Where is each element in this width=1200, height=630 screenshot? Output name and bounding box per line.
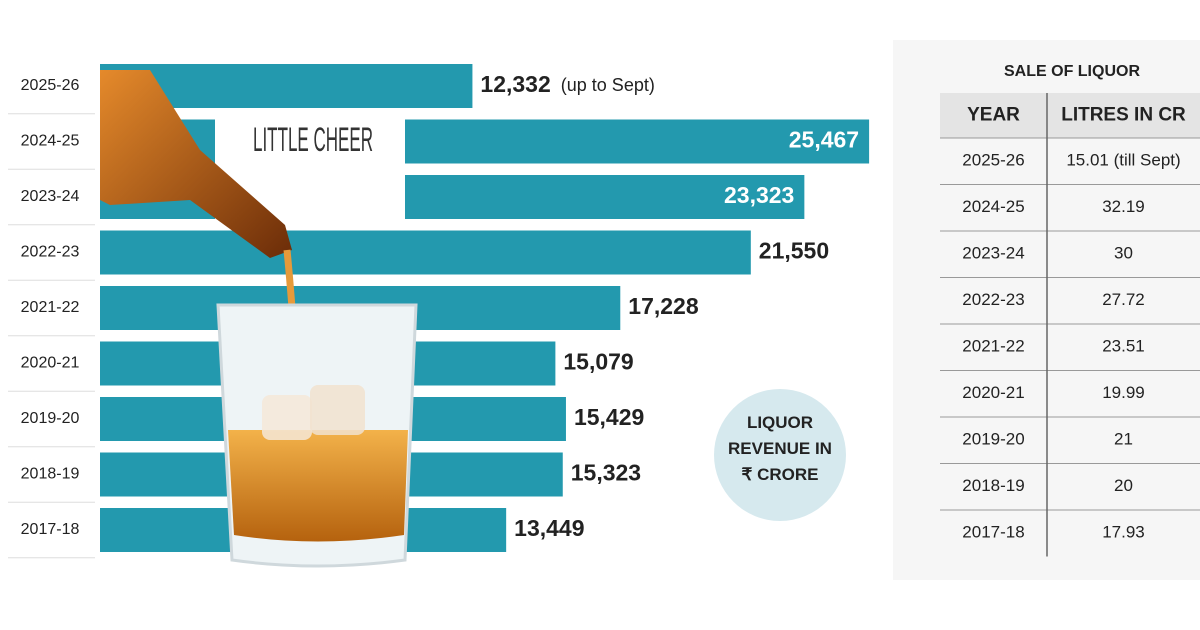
- ice: [310, 385, 365, 435]
- column-header: YEAR: [967, 105, 1020, 126]
- y-tick-label: 2025-26: [21, 77, 80, 94]
- table-cell: 21: [1114, 430, 1133, 449]
- caption-box: LIQUOR REVENUE IN ₹ CRORE: [728, 413, 832, 484]
- y-tick-label: 2019-20: [21, 410, 80, 427]
- y-tick-label: 2018-19: [21, 466, 80, 483]
- value-label: 13,449: [514, 515, 584, 541]
- table-cell: 2020-21: [962, 383, 1024, 402]
- table-cell: 2023-24: [962, 244, 1024, 263]
- y-tick-label: 2023-24: [21, 188, 80, 205]
- bar: [100, 230, 751, 275]
- table-cell: 30: [1114, 244, 1133, 263]
- annotation: (up to Sept): [561, 75, 655, 95]
- y-tick-label: 2017-18: [21, 521, 80, 538]
- table-cell: 20: [1114, 476, 1133, 495]
- table-cell: 2024-25: [962, 197, 1024, 216]
- table-cell: 32.19: [1102, 197, 1145, 216]
- drink: [228, 430, 408, 542]
- y-tick-label: 2024-25: [21, 133, 80, 150]
- caption-circle: [714, 389, 846, 521]
- value-label: 25,467: [789, 127, 859, 153]
- chart-title: LITTLE CHEER: [253, 121, 373, 159]
- illustration: LITTLE CHEER: [100, 70, 418, 568]
- value-label: 15,323: [571, 460, 641, 486]
- table-cell: 17.93: [1102, 523, 1145, 542]
- table-cell: 19.99: [1102, 383, 1145, 402]
- table-cell: 2018-19: [962, 476, 1024, 495]
- y-tick-label: 2022-23: [21, 244, 80, 261]
- chart-subtitle: LIQUOR REVENUE IN ₹ CRORE: [728, 413, 832, 484]
- ice: [262, 395, 312, 440]
- table: SALE OF LIQUOR YEAR LITRES IN CR 2025-26 15.…: [940, 63, 1200, 557]
- value-label: 12,332: [480, 71, 550, 97]
- value-label: 23,323: [724, 182, 794, 208]
- value-label: 21,550: [759, 238, 829, 264]
- table-cell: 23.51: [1102, 337, 1145, 356]
- table-cell: 2021-22: [962, 337, 1024, 356]
- header-row: [940, 93, 1200, 138]
- table-cell: 2025-26: [962, 151, 1024, 170]
- table-cell: 2022-23: [962, 290, 1024, 309]
- bottle: [100, 70, 292, 258]
- y-tick-label: 2020-21: [21, 355, 80, 372]
- table-cell: 2019-20: [962, 430, 1024, 449]
- table-cell: 27.72: [1102, 290, 1145, 309]
- column-header: LITRES IN CR: [1061, 105, 1186, 126]
- table-cell: 2017-18: [962, 523, 1024, 542]
- value-label: 17,228: [628, 293, 699, 319]
- table-cell: 15.01 (till Sept): [1066, 151, 1180, 170]
- value-label: 15,079: [563, 349, 633, 375]
- y-tick-label: 2021-22: [21, 299, 80, 316]
- table-title: SALE OF LIQUOR: [1004, 63, 1140, 80]
- value-label: 15,429: [574, 404, 644, 430]
